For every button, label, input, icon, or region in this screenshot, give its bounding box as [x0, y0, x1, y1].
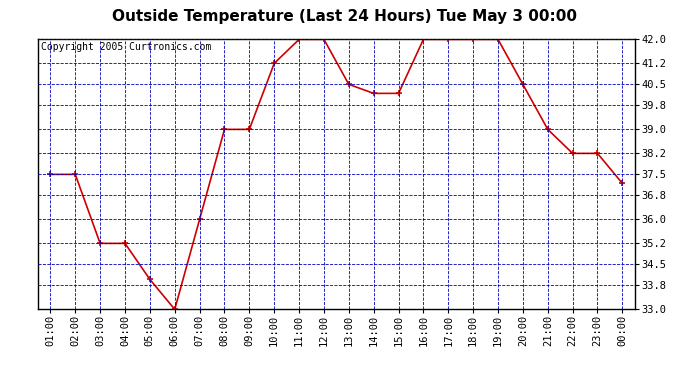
Text: Copyright 2005 Curtronics.com: Copyright 2005 Curtronics.com: [41, 42, 211, 52]
Text: Outside Temperature (Last 24 Hours) Tue May 3 00:00: Outside Temperature (Last 24 Hours) Tue …: [112, 9, 578, 24]
